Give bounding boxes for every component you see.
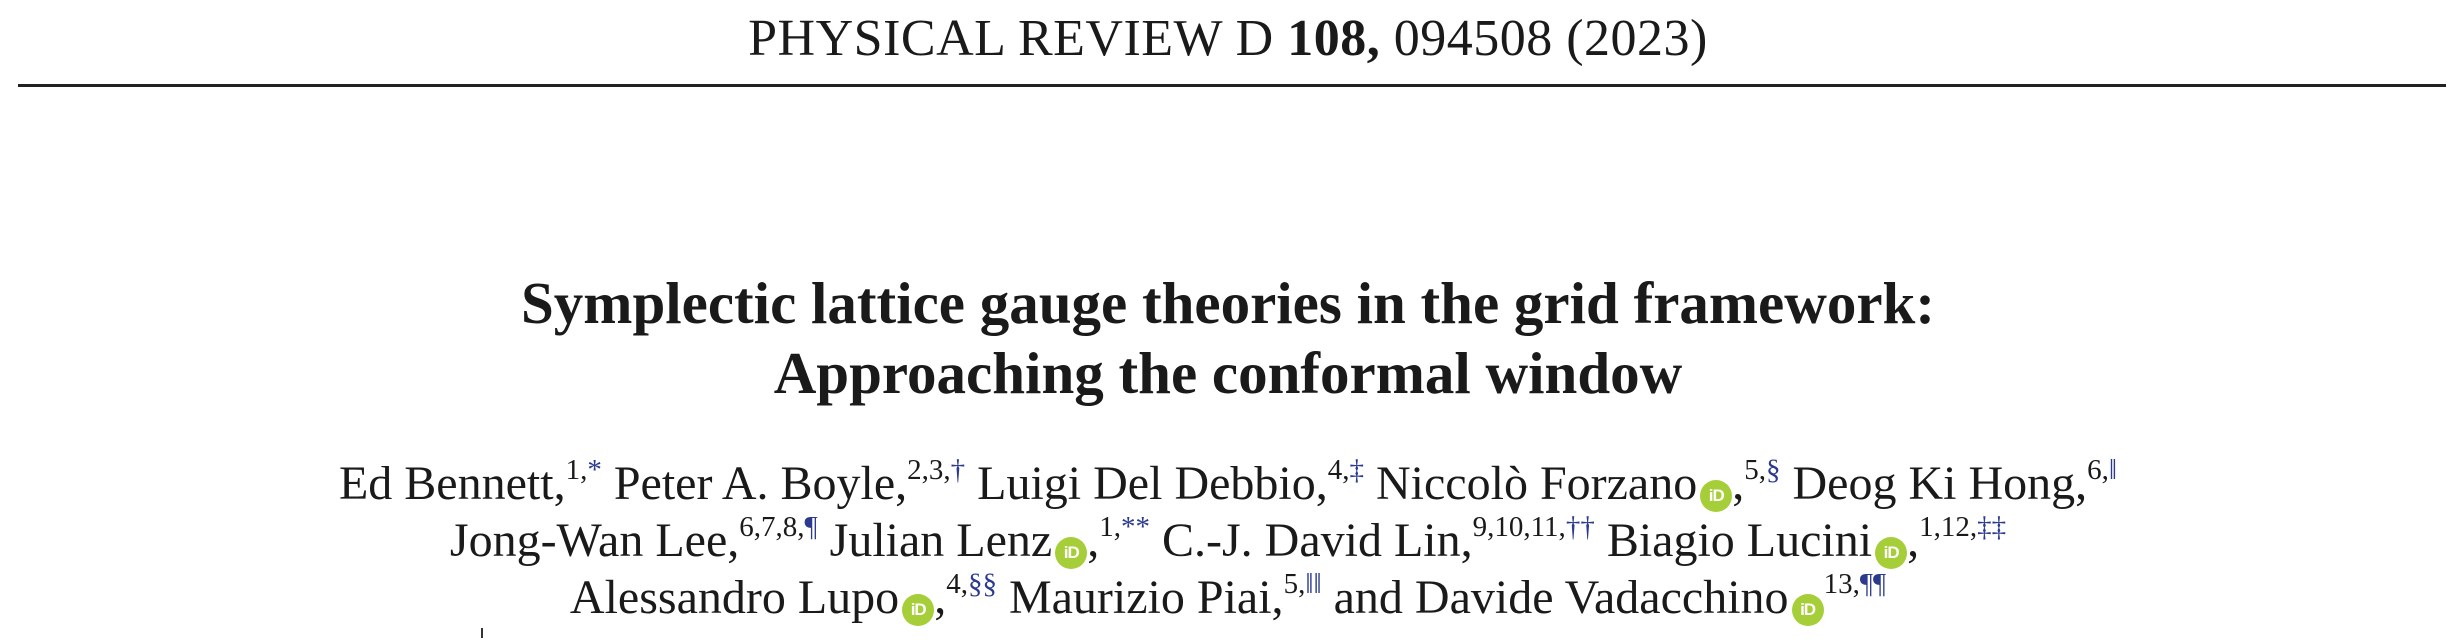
crop-mark-icon	[481, 628, 483, 638]
author-name: Niccolò Forzano	[1376, 457, 1698, 510]
author-name: Julian Lenz	[829, 514, 1053, 567]
footnote-link[interactable]: ¶¶	[1859, 568, 1887, 600]
author-name: Ed Bennett,	[338, 457, 566, 510]
footnote-link[interactable]: ‖‖	[1305, 568, 1322, 600]
footnote-link[interactable]: ‡‡	[1977, 511, 2007, 543]
author: Maurizio Piai,5,‖‖	[1008, 568, 1322, 625]
author-name: and Davide Vadacchino	[1333, 571, 1789, 624]
author: Niccolò Forzano iD ,5,§	[1376, 454, 1781, 512]
orcid-icon[interactable]: iD	[1875, 537, 1908, 569]
affiliation-sup: 4,§§	[946, 568, 997, 600]
title-line-2: Approaching the conformal window	[773, 340, 1683, 406]
author: Deog Ki Hong,6,‖	[1792, 454, 2118, 511]
affiliation-sup: 13,¶¶	[1823, 568, 1887, 600]
author: Alessandro Lupo iD ,4,§§	[569, 568, 997, 626]
author: Peter A. Boyle,2,3,†	[613, 454, 966, 511]
author: Julian Lenz iD ,1,**	[829, 511, 1150, 569]
orcid-icon[interactable]: iD	[1791, 594, 1824, 626]
author-name: Biagio Lucini	[1606, 514, 1873, 567]
affiliation-sup: 9,10,11,††	[1472, 511, 1595, 543]
affiliation-sup: 1,**	[1099, 511, 1150, 543]
author-name: Maurizio Piai,	[1008, 571, 1284, 624]
paper-title: Symplectic lattice gauge theories in the…	[0, 268, 2456, 408]
author-name: Luigi Del Debbio,	[977, 457, 1328, 510]
author-name: Alessandro Lupo	[569, 571, 900, 624]
journal-name: PHYSICAL REVIEW D	[748, 10, 1274, 67]
author-name: Deog Ki Hong,	[1792, 457, 2088, 510]
footnote-link[interactable]: ‖	[2108, 454, 2118, 486]
author-name: Peter A. Boyle,	[613, 457, 908, 510]
volume-number: 108,	[1287, 10, 1381, 67]
affiliation-sup: 1,*	[565, 454, 602, 486]
footnote-link[interactable]: §§	[967, 568, 997, 600]
affiliation-sup: 4,‡	[1327, 454, 1365, 486]
author-line-3: Alessandro Lupo iD ,4,§§ Maurizio Piai,5,‖…	[0, 569, 2456, 626]
affiliation-sup: 5,§	[1744, 454, 1781, 486]
footnote-link[interactable]: ¶	[804, 511, 818, 543]
header-rule	[18, 84, 2446, 87]
orcid-icon[interactable]: iD	[1700, 480, 1733, 512]
affiliation-sup: 2,3,†	[907, 454, 966, 486]
footnote-link[interactable]: ††	[1565, 511, 1595, 543]
orcid-icon[interactable]: iD	[1055, 537, 1088, 569]
affiliation-sup: 6,‖	[2087, 454, 2118, 486]
affiliation-sup: 1,12,‡‡	[1919, 511, 2007, 543]
footnote-link[interactable]: *	[587, 454, 602, 486]
footnote-link[interactable]: †	[950, 454, 966, 486]
footnote-link[interactable]: §	[1765, 454, 1781, 486]
author: Ed Bennett,1,*	[338, 454, 602, 511]
author: and Davide Vadacchino iD13,¶¶	[1333, 568, 1887, 626]
footnote-link[interactable]: **	[1120, 511, 1150, 543]
author-name: Jong-Wan Lee,	[449, 514, 740, 567]
affiliation-sup: 5,‖‖	[1283, 568, 1322, 600]
author: Jong-Wan Lee,6,7,8,¶	[449, 511, 818, 568]
affiliation-sup: 6,7,8,¶	[739, 511, 818, 543]
footnote-link[interactable]: ‡	[1349, 454, 1365, 486]
orcid-icon[interactable]: iD	[902, 594, 935, 626]
title-line-1: Symplectic lattice gauge theories in the…	[520, 270, 1935, 336]
author-line-2: Jong-Wan Lee,6,7,8,¶ Julian Lenz iD ,1,** …	[0, 512, 2456, 569]
author: C.-J. David Lin,9,10,11,††	[1161, 511, 1595, 568]
journal-header: PHYSICAL REVIEW D 108, 094508 (2023)	[0, 10, 2456, 67]
author-name: C.-J. David Lin,	[1161, 514, 1473, 567]
article-number: 094508 (2023)	[1393, 10, 1708, 67]
author-list: Ed Bennett,1,* Peter A. Boyle,2,3,† Luig…	[0, 455, 2456, 626]
author-line-1: Ed Bennett,1,* Peter A. Boyle,2,3,† Luig…	[0, 455, 2456, 512]
author: Luigi Del Debbio,4,‡	[977, 454, 1365, 511]
author: Biagio Lucini iD ,1,12,‡‡	[1606, 511, 2007, 569]
